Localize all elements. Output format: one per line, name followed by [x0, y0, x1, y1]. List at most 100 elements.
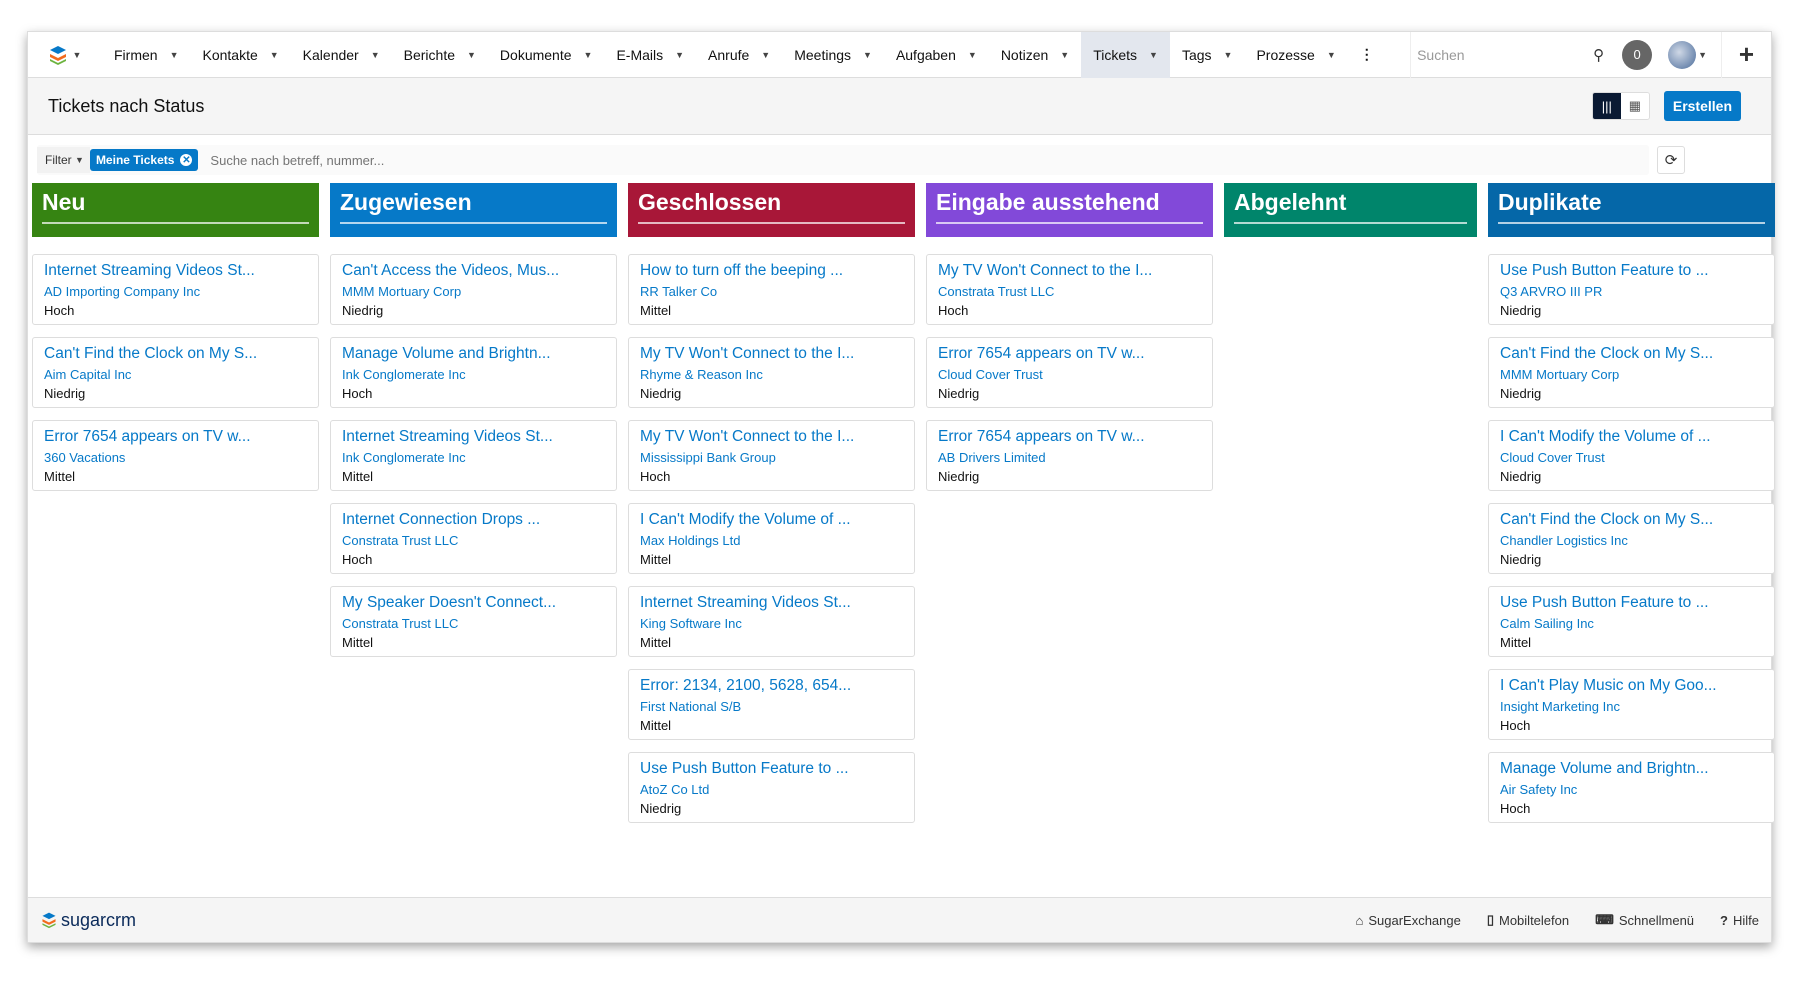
filter-search-input[interactable]	[210, 152, 1649, 168]
list-view-icon[interactable]: ▦	[1620, 93, 1649, 119]
ticket-subject[interactable]: Can't Find the Clock on My S...	[1500, 511, 1714, 528]
ticket-card[interactable]: Internet Streaming Videos St... AD Import…	[32, 254, 319, 325]
nav-item-tickets[interactable]: Tickets ▼	[1081, 31, 1170, 78]
ticket-account[interactable]: AB Drivers Limited	[938, 450, 1046, 465]
ticket-account[interactable]: Max Holdings Ltd	[640, 533, 741, 548]
search-input[interactable]: Suchen	[1417, 46, 1465, 63]
ticket-subject[interactable]: Use Push Button Feature to ...	[1500, 594, 1709, 611]
ticket-account[interactable]: Constrata Trust LLC	[342, 533, 459, 548]
ticket-account[interactable]: RR Talker Co	[640, 284, 718, 299]
ticket-account[interactable]: AD Importing Company Inc	[44, 284, 201, 299]
ticket-card[interactable]: Use Push Button Feature to ... Calm Saili…	[1488, 586, 1775, 657]
nav-item-e-mails[interactable]: E-Mails ▼	[604, 32, 696, 78]
ticket-card[interactable]: Can't Find the Clock on My S... Aim Capit…	[32, 337, 319, 408]
notifications-badge[interactable]: 0	[1622, 39, 1653, 70]
ticket-subject[interactable]: Error: 2134, 2100, 5628, 654...	[640, 677, 852, 694]
ticket-account[interactable]: Cloud Cover Trust	[1500, 450, 1605, 465]
ticket-account[interactable]: Constrata Trust LLC	[342, 616, 459, 631]
footer-link-help[interactable]: ? Hilfe	[1720, 912, 1759, 928]
ticket-card[interactable]: My TV Won't Connect to the I... Constrata…	[926, 254, 1213, 325]
ticket-subject[interactable]: Can't Find the Clock on My S...	[44, 345, 258, 362]
nav-item-kalender[interactable]: Kalender ▼	[291, 32, 392, 78]
filter-dropdown[interactable]: Filter ▼	[37, 147, 90, 173]
nav-item-aufgaben[interactable]: Aufgaben ▼	[884, 32, 989, 78]
ticket-subject[interactable]: My TV Won't Connect to the I...	[640, 345, 855, 362]
ticket-card[interactable]: Use Push Button Feature to ... AtoZ Co Lt…	[628, 752, 915, 823]
ticket-account[interactable]: 360 Vacations	[44, 450, 126, 465]
chevron-down-icon[interactable]: ▼	[583, 49, 593, 60]
ticket-subject[interactable]: Use Push Button Feature to ...	[1500, 262, 1709, 279]
avatar[interactable]	[1668, 40, 1697, 69]
more-menu-icon[interactable]: ⋮	[1359, 46, 1374, 62]
footer-link-mobile[interactable]: ▯ Mobiltelefon	[1486, 912, 1570, 928]
ticket-subject[interactable]: Error 7654 appears on TV w...	[938, 428, 1145, 445]
ticket-card[interactable]: Use Push Button Feature to ... Q3 ARVRO I…	[1488, 254, 1775, 325]
ticket-account[interactable]: King Software Inc	[640, 616, 742, 631]
chevron-down-icon[interactable]: ▼	[467, 49, 476, 60]
ticket-account[interactable]: Q3 ARVRO III PR	[1500, 284, 1603, 299]
quick-create-button[interactable]: +	[1721, 31, 1771, 78]
chevron-down-icon[interactable]: ▼	[169, 49, 179, 60]
ticket-subject[interactable]: Internet Streaming Videos St...	[640, 594, 851, 611]
ticket-account[interactable]: Chandler Logistics Inc	[1500, 533, 1628, 548]
ticket-subject[interactable]: Can't Access the Videos, Mus...	[342, 262, 560, 279]
nav-item-meetings[interactable]: Meetings ▼	[782, 32, 884, 78]
ticket-account[interactable]: MMM Mortuary Corp	[342, 284, 462, 299]
ticket-card[interactable]: I Can't Modify the Volume of ... Cloud Co…	[1488, 420, 1775, 491]
chevron-down-icon[interactable]: ▼	[1326, 49, 1336, 60]
search-icon[interactable]: ⚲	[1593, 46, 1605, 64]
nav-item-dokumente[interactable]: Dokumente ▼	[488, 32, 605, 78]
ticket-account[interactable]: First National S/B	[640, 699, 742, 714]
chevron-down-icon[interactable]: ▼	[1060, 49, 1070, 60]
ticket-account[interactable]: Calm Sailing Inc	[1500, 616, 1594, 631]
ticket-card[interactable]: Can't Find the Clock on My S... Chandler …	[1488, 503, 1775, 574]
ticket-subject[interactable]: My TV Won't Connect to the I...	[640, 428, 855, 445]
ticket-subject[interactable]: How to turn off the beeping ...	[640, 262, 844, 279]
ticket-card[interactable]: How to turn off the beeping ... RR Talker…	[628, 254, 915, 325]
ticket-card[interactable]: Internet Streaming Videos St... King Soft…	[628, 586, 915, 657]
chevron-down-icon[interactable]: ▼	[269, 49, 279, 60]
ticket-card[interactable]: Can't Access the Videos, Mus... MMM Mortu…	[330, 254, 617, 325]
ticket-account[interactable]: Ink Conglomerate Inc	[342, 367, 466, 382]
create-button[interactable]: Erstellen	[1663, 91, 1741, 121]
ticket-subject[interactable]: Error 7654 appears on TV w...	[938, 345, 1145, 362]
nav-item-firmen[interactable]: Firmen ▼	[102, 32, 190, 78]
chevron-down-icon[interactable]: ▼	[370, 49, 380, 60]
global-search[interactable]: Suchen ⚲	[1410, 31, 1610, 78]
ticket-account[interactable]: Constrata Trust LLC	[938, 284, 1055, 299]
ticket-card[interactable]: Error: 2134, 2100, 5628, 654... First Nat…	[628, 669, 915, 740]
ticket-account[interactable]: Mississippi Bank Group	[640, 450, 776, 465]
ticket-subject[interactable]: Can't Find the Clock on My S...	[1500, 345, 1714, 362]
ticket-card[interactable]: Manage Volume and Brightn... Air Safety I…	[1488, 752, 1775, 823]
nav-item-prozesse[interactable]: Prozesse ▼	[1244, 32, 1347, 78]
chevron-down-icon[interactable]: ▼	[967, 49, 977, 60]
ticket-subject[interactable]: Manage Volume and Brightn...	[1500, 760, 1709, 777]
filter-pill-my-tickets[interactable]: Meine Tickets ✕	[89, 149, 199, 171]
ticket-subject[interactable]: I Can't Modify the Volume of ...	[1500, 428, 1711, 445]
kanban-view-icon[interactable]: |||	[1592, 93, 1621, 119]
ticket-account[interactable]: Aim Capital Inc	[44, 367, 132, 382]
nav-item-tags[interactable]: Tags ▼	[1170, 32, 1245, 78]
chevron-down-icon[interactable]: ▼	[1223, 49, 1233, 60]
ticket-subject[interactable]: I Can't Modify the Volume of ...	[640, 511, 851, 528]
close-icon[interactable]: ✕	[180, 154, 193, 166]
ticket-account[interactable]: AtoZ Co Ltd	[640, 782, 710, 797]
footer-link-shortcuts[interactable]: ⌨ Schnellmenü	[1595, 912, 1695, 928]
refresh-icon[interactable]: ⟳	[1657, 146, 1685, 174]
nav-item-berichte[interactable]: Berichte ▼	[392, 32, 488, 78]
ticket-card[interactable]: My TV Won't Connect to the I... Rhyme & R…	[628, 337, 915, 408]
ticket-card[interactable]: Error 7654 appears on TV w... Cloud Cover…	[926, 337, 1213, 408]
ticket-account[interactable]: Cloud Cover Trust	[938, 367, 1043, 382]
footer-link-sugarexchange[interactable]: ⌂ SugarExchange	[1355, 912, 1461, 928]
ticket-subject[interactable]: Internet Streaming Videos St...	[44, 262, 255, 279]
nav-item-notizen[interactable]: Notizen ▼	[989, 32, 1081, 78]
nav-item-kontakte[interactable]: Kontakte ▼	[190, 32, 290, 78]
ticket-card[interactable]: Can't Find the Clock on My S... MMM Mortu…	[1488, 337, 1775, 408]
ticket-subject[interactable]: Manage Volume and Brightn...	[342, 345, 551, 362]
ticket-subject[interactable]: I Can't Play Music on My Goo...	[1500, 677, 1717, 694]
ticket-account[interactable]: Insight Marketing Inc	[1500, 699, 1620, 714]
ticket-subject[interactable]: Internet Connection Drops ...	[342, 511, 541, 528]
ticket-subject[interactable]: Internet Streaming Videos St...	[342, 428, 553, 445]
ticket-account[interactable]: Air Safety Inc	[1500, 782, 1578, 797]
chevron-down-icon[interactable]: ▼	[863, 49, 872, 60]
